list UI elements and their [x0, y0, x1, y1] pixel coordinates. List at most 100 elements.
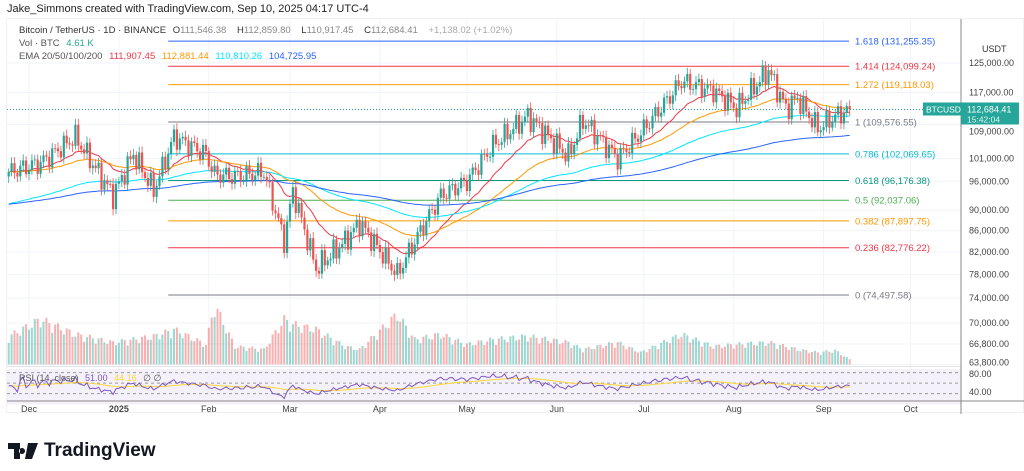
candle [65, 129, 68, 149]
candle [735, 103, 738, 124]
candle [83, 143, 86, 160]
volume-bar [674, 334, 677, 365]
volume-bar [645, 352, 648, 365]
time-tick-label: May [458, 404, 476, 414]
candle [570, 137, 573, 160]
volume-bar [309, 331, 312, 365]
tradingview-logo[interactable]: TradingView [8, 440, 156, 462]
candle [433, 204, 437, 221]
candle [457, 182, 460, 202]
candle [752, 72, 756, 100]
candle [439, 182, 442, 203]
volume-bar [512, 335, 515, 365]
candle [199, 147, 202, 165]
rsi-label[interactable]: RSI (14, close) [19, 373, 79, 383]
volume-bar [384, 327, 387, 365]
candle-body [178, 138, 181, 150]
candle [106, 175, 109, 191]
volume-bar [842, 356, 845, 365]
candle-body [494, 134, 497, 145]
volume-bar [378, 329, 381, 365]
candle-body [146, 177, 149, 186]
candle [33, 154, 36, 166]
chart-svg[interactable]: 1.618 (131,255.35) 1.414 (124,099.24) 1.27… [7, 19, 1024, 414]
volume-bar [36, 318, 39, 365]
candle-body [483, 154, 486, 155]
volume-bar [312, 332, 315, 365]
candle [358, 213, 361, 243]
candle [213, 159, 216, 177]
volume-bar [808, 353, 811, 365]
candle [500, 137, 503, 150]
volume-bar [692, 339, 695, 365]
candle [839, 100, 843, 129]
candle [346, 225, 350, 254]
volume-bar [671, 336, 674, 365]
volume-bar [57, 323, 59, 365]
candle [68, 137, 71, 150]
volume-bar [526, 341, 529, 365]
candle [541, 116, 544, 150]
candle-body [596, 135, 599, 145]
candle [361, 216, 364, 240]
candle-body [39, 161, 42, 174]
time-tick-label: Apr [373, 404, 387, 414]
volume-bar [605, 345, 608, 365]
candle [373, 229, 376, 257]
ema200-line [8, 134, 850, 206]
candle [547, 120, 550, 141]
currency-label[interactable]: USDT [982, 44, 1007, 54]
candle [483, 148, 486, 161]
rsi-extra: ∅ ∅ [143, 373, 162, 383]
candle-body [784, 99, 787, 104]
price-tick-label: 86,000.00 [969, 226, 1009, 236]
candle-body [25, 160, 28, 175]
volume-bar [7, 342, 10, 365]
ema-label[interactable]: EMA 20/50/100/200 [19, 51, 103, 62]
volume-bar [683, 332, 686, 365]
candle [535, 114, 538, 128]
chart-area[interactable]: 1.618 (131,255.35) 1.414 (124,099.24) 1.27… [6, 18, 1024, 414]
candle [544, 120, 547, 148]
current-price-value: 112,684.41 [967, 104, 1011, 114]
volume-bar [13, 330, 16, 365]
volume-bar [750, 341, 753, 365]
volume-bar [834, 349, 837, 365]
candle [170, 136, 173, 160]
volume-bar [65, 328, 68, 365]
candle [639, 129, 642, 148]
volume-bar [799, 351, 802, 365]
candle-body [486, 154, 489, 157]
candle-body [97, 162, 100, 169]
candle-body [480, 154, 483, 175]
volume-bar [97, 338, 100, 365]
candle-body [605, 136, 608, 159]
candle [610, 139, 613, 155]
candle [265, 171, 268, 187]
rsi-ma-value: 44.16 [114, 373, 137, 383]
candle-countdown: 15:42:04 [967, 114, 1000, 124]
candle [718, 84, 721, 96]
candle [404, 251, 408, 274]
volume-bar [822, 351, 825, 365]
candle-body [555, 133, 558, 154]
candle-body [428, 209, 431, 222]
candle [523, 110, 526, 127]
candle-body [323, 250, 326, 266]
open-value: 111,546.38 [180, 25, 227, 36]
volume-bar [680, 336, 683, 365]
candle [706, 78, 709, 94]
symbol-label[interactable]: Bitcoin / TetherUS · 1D · BINANCE [19, 25, 167, 36]
candle-body [216, 165, 219, 175]
volume-bar [251, 346, 254, 365]
volume-label[interactable]: Vol · BTC [19, 38, 60, 49]
candle-body [715, 88, 718, 103]
candle [686, 67, 689, 88]
candle [341, 237, 344, 253]
candle [770, 64, 773, 82]
candle-body [207, 150, 210, 167]
candle-body [204, 144, 207, 151]
candle [596, 129, 599, 151]
fib-level-label: 0 (74,497.58) [855, 290, 912, 301]
candle [123, 169, 126, 189]
